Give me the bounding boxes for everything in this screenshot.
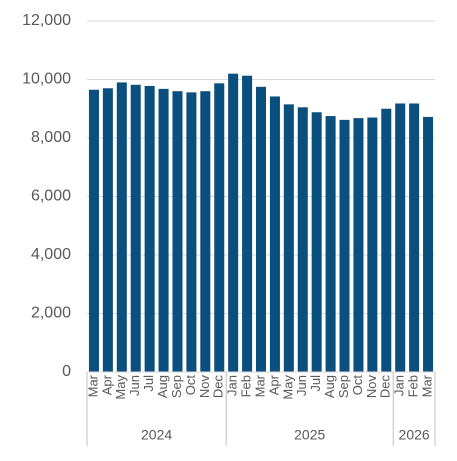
bar (102, 88, 113, 373)
x-tick-label: Feb (239, 375, 254, 397)
x-tick-label: May (280, 375, 295, 400)
bar (269, 96, 280, 372)
y-tick-label: 6,000 (31, 188, 71, 205)
x-tick-label: Jul (308, 375, 323, 392)
x-tick-label: Feb (406, 375, 421, 397)
bar (158, 88, 169, 373)
x-tick-label: Oct (183, 375, 198, 396)
bar (200, 91, 211, 372)
x-tick-label: Apr (266, 374, 281, 395)
bar (283, 104, 294, 373)
x-tick-label: Dec (211, 375, 226, 399)
group-label: 2024 (141, 427, 172, 443)
bar (395, 103, 406, 373)
x-tick-label: Aug (322, 375, 337, 398)
group-label: 2026 (399, 427, 430, 443)
bar (186, 92, 197, 373)
x-tick-label: Jan (225, 375, 240, 396)
bar (144, 85, 155, 372)
x-tick-label: Mar (85, 374, 100, 397)
bar (339, 119, 350, 373)
y-tick-label: 10,000 (22, 71, 71, 88)
x-tick-label: Nov (197, 375, 212, 399)
y-tick-label: 4,000 (31, 246, 71, 263)
bar (381, 108, 392, 372)
bar (409, 103, 420, 373)
x-tick-label: Dec (378, 375, 393, 399)
x-tick-label: Sep (336, 375, 351, 398)
bar (311, 112, 322, 372)
x-tick-label: Jun (127, 375, 142, 396)
x-tick-label: Jan (392, 375, 407, 396)
x-tick-label: Mar (419, 374, 434, 397)
y-tick-label: 2,000 (31, 305, 71, 322)
x-tick-label: May (113, 375, 128, 400)
bar (367, 117, 378, 373)
y-tick-label: 8,000 (31, 129, 71, 146)
bar (353, 118, 364, 372)
x-tick-label: Apr (99, 374, 114, 395)
bar (242, 75, 253, 372)
y-tick-label: 12,000 (22, 12, 71, 29)
x-tick-label: Oct (350, 375, 365, 396)
bar (423, 116, 434, 372)
bar (325, 116, 336, 372)
x-tick-label: Nov (364, 375, 379, 399)
x-tick-label: Sep (169, 375, 184, 398)
y-tick-label: 0 (62, 363, 71, 380)
bar (228, 73, 239, 373)
x-tick-label: Aug (155, 375, 170, 398)
bar (172, 91, 183, 372)
bar (88, 89, 99, 373)
bar (130, 84, 141, 372)
bar (214, 83, 225, 373)
bar (255, 86, 267, 372)
bar (116, 82, 127, 373)
x-tick-label: Jun (294, 375, 309, 396)
x-tick-label: Jul (141, 375, 156, 392)
bar (297, 107, 308, 372)
group-label: 2025 (294, 427, 325, 443)
x-tick-label: Mar (252, 374, 267, 397)
